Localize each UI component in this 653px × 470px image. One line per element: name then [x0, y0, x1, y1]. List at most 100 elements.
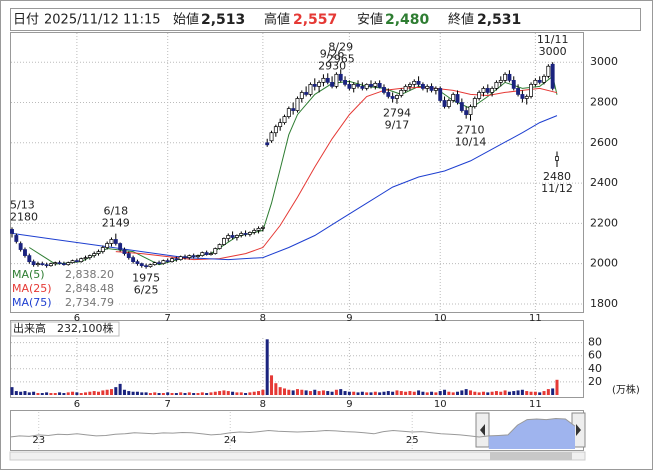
candle-body: [503, 73, 508, 81]
main-panel: [10, 32, 584, 313]
candle-body: [14, 235, 19, 242]
candle-body: [481, 88, 486, 93]
legend-value: 2,838.20: [65, 268, 114, 281]
volume-bar: [321, 390, 325, 395]
candle-body: [40, 263, 45, 266]
candle-body: [53, 262, 58, 265]
candle-body: [61, 263, 66, 266]
volume-bar: [542, 391, 546, 395]
candle-body: [399, 90, 404, 96]
candle-body: [118, 243, 123, 250]
candle-body: [425, 86, 430, 89]
volume-bar: [473, 391, 477, 395]
volume-bar: [135, 391, 139, 395]
volume-bar: [209, 392, 213, 395]
volume-bar: [456, 391, 460, 395]
y-tick-label: 2800: [590, 96, 618, 109]
annotation-date: 9/26: [320, 47, 345, 60]
y-tick-label: 60: [588, 349, 602, 362]
candle-body: [265, 142, 270, 146]
annotation-date: 8/29: [328, 40, 353, 53]
volume-bar: [205, 393, 209, 395]
volume-bar: [274, 383, 278, 395]
candle-body: [451, 94, 456, 101]
candle-body: [442, 100, 447, 107]
x-tick-label: 11: [529, 313, 542, 324]
candle-body: [446, 100, 451, 107]
annotation-value: 2480: [543, 170, 571, 183]
candle-body: [217, 244, 222, 249]
volume-bar: [503, 390, 507, 395]
volume-bar: [62, 393, 66, 395]
volume-bar: [19, 391, 23, 395]
volume-bar: [105, 389, 109, 395]
volume-bar: [10, 387, 14, 395]
candle-body: [174, 258, 179, 260]
candle-body: [412, 81, 417, 85]
volume-bar: [244, 393, 248, 395]
candle-body: [178, 256, 183, 260]
candle-body: [420, 84, 425, 89]
candle-body: [533, 79, 538, 85]
nav-highlight: [488, 418, 575, 449]
volume-bar: [382, 391, 386, 395]
candle-body: [455, 94, 460, 103]
candle-body: [239, 233, 244, 236]
candle-body: [464, 110, 469, 115]
x-tick-label: 8: [260, 313, 266, 324]
candle-body: [139, 263, 144, 267]
volume-bar: [122, 389, 126, 395]
volume-bar: [555, 379, 559, 395]
candle-body: [321, 77, 326, 83]
candle-body: [356, 84, 360, 87]
y-tick-label: 2400: [590, 176, 618, 189]
volume-bar: [512, 391, 516, 395]
volume-bar: [529, 391, 533, 395]
x-tick-label: 9: [346, 399, 352, 410]
candle-body: [325, 77, 330, 83]
volume-bar: [118, 383, 122, 395]
volume-bar: [131, 391, 135, 395]
nav-tick-label: 25: [406, 435, 419, 446]
x-tick-label: 10: [434, 313, 447, 324]
volume-title: 出来高: [13, 321, 46, 335]
candle-body: [308, 84, 313, 95]
y-tick-label: 20: [588, 375, 602, 388]
candle-body: [157, 262, 162, 265]
volume-bar: [248, 392, 252, 395]
volume-bar: [75, 392, 79, 395]
volume-bar: [36, 393, 40, 395]
volume-bar: [468, 390, 472, 395]
volume-bar: [27, 392, 31, 395]
volume-bar: [166, 392, 170, 395]
candle-body: [477, 92, 482, 99]
volume-bar: [71, 391, 75, 395]
candle-body: [472, 98, 477, 107]
volume-bar: [148, 393, 152, 395]
nav-tick-label: 24: [224, 435, 237, 446]
annotation-value: 2149: [102, 217, 130, 230]
scroll-thumb[interactable]: [490, 452, 572, 460]
candle-body: [74, 260, 79, 262]
volume-bar: [179, 392, 183, 395]
candle-body: [295, 98, 300, 111]
candle-body: [555, 156, 559, 161]
high: 2,557: [293, 12, 337, 28]
volume-bar: [538, 392, 542, 395]
volume-bar: [369, 392, 373, 395]
scrollbar[interactable]: [9, 451, 586, 461]
volume-bar: [477, 392, 481, 395]
volume-bar: [192, 393, 196, 395]
annotation-value: 3000: [539, 45, 567, 58]
header-box: [10, 8, 641, 31]
volume-bar: [213, 391, 217, 395]
y-tick-label: 80: [588, 336, 602, 349]
volume-bar: [481, 391, 485, 395]
ma-line: [11, 115, 558, 261]
annotation-date: 5/13: [10, 198, 35, 211]
candle-body: [183, 256, 187, 258]
candle-body: [386, 92, 391, 97]
volume-bar: [32, 391, 36, 395]
annotation-value: 2710: [456, 124, 484, 137]
candle-body: [390, 96, 395, 99]
